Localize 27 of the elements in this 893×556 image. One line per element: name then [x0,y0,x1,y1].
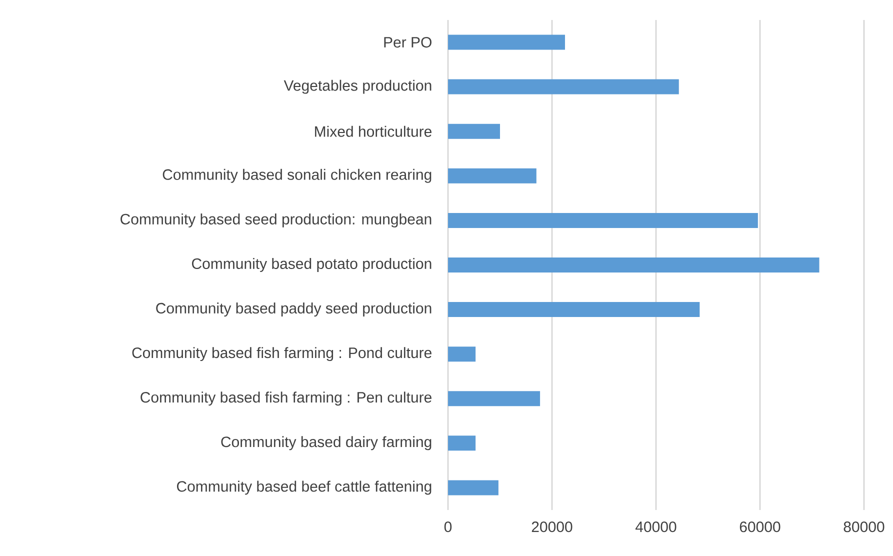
y-tick-label: Community based paddy seed production [156,302,432,317]
x-tick-label: 0 [444,522,452,532]
bar [448,212,758,228]
y-tick-label: Mixed horticulture [315,126,432,137]
y-tick-label: Community based sonali chicken rearing [162,168,432,183]
bar [448,257,820,272]
x-tick-label: 40000 [635,522,676,532]
y-tick-label: Community based dairy farming [221,436,432,450]
y-tick-label: Community based beef cattle fattening [176,480,432,495]
y-tick-label: Community based potato production [192,258,432,272]
bar [448,391,540,406]
bar [448,79,679,94]
y-tick-label: Community based fish farming : Pond culture [132,347,432,362]
bar [448,436,476,451]
y-tick-label: Per PO [384,36,432,48]
x-tick-label: 60000 [740,522,780,532]
bar [448,124,500,139]
x-tick-label: 20000 [532,522,572,532]
y-tick-label: Community based fish farming : Pen culture [140,392,432,406]
bar [448,168,536,184]
bar [448,302,700,318]
bar [448,34,565,50]
bar [448,480,498,496]
x-tick-label: 80000 [844,522,884,532]
bar [448,346,476,362]
y-tick-label: Vegetables production [284,80,432,94]
y-tick-label: Community based seed production: mungbean [120,213,432,228]
